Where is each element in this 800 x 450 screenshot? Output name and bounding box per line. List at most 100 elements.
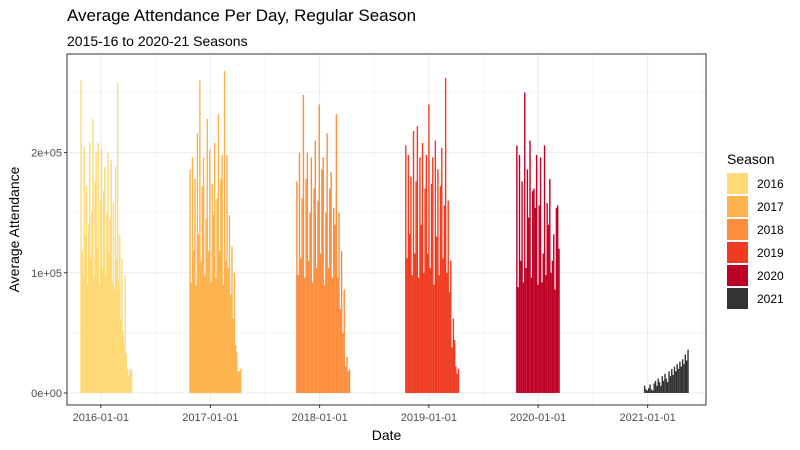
plot-panel [67,54,706,405]
bar-2021 [680,366,682,393]
bar-2018 [297,275,299,393]
bar-2016 [128,368,131,393]
bar-2017 [239,368,242,393]
bar-2016 [93,277,95,393]
bar-2020 [524,92,526,393]
bar-2016 [96,248,98,393]
bar-2018 [329,188,331,393]
bar-2021 [656,385,658,393]
bar-2019 [423,272,425,393]
bar-2021 [664,373,666,393]
legend-label: 2018 [757,223,784,237]
legend-label: 2017 [757,200,784,214]
bar-2016 [120,318,122,393]
bar-2019 [405,145,407,393]
bar-2017 [221,154,223,393]
bar-2017 [193,251,195,393]
bar-2018 [334,224,336,393]
bar-2018 [298,152,301,393]
bar-2019 [453,340,456,393]
bar-2018 [331,277,334,393]
bar-2020 [530,277,533,393]
legend-label: 2020 [757,269,784,283]
bar-2020 [525,267,527,393]
bar-2019 [438,275,440,393]
bar-2019 [415,181,417,393]
bar-2019 [411,275,413,393]
bar-2019 [429,267,431,393]
bar-2020 [554,289,556,393]
bar-2016 [115,258,118,393]
bar-2018 [347,371,349,393]
bar-2019 [446,272,448,393]
bar-2016 [105,275,107,393]
bar-2017 [216,198,218,393]
legend-key-2017 [727,196,748,217]
bar-2018 [315,267,318,393]
bar-2020 [547,224,550,393]
bar-2020 [522,282,525,393]
bar-2019 [435,236,438,393]
bar-2017 [228,215,231,393]
legend-key-2016 [727,173,748,194]
bar-2017 [236,352,238,393]
bar-2016 [116,82,119,393]
bar-2020 [520,260,522,393]
bar-2018 [314,140,316,393]
y-axis-title: Average Attendance [6,166,22,292]
bar-2016 [108,253,110,393]
bar-2017 [218,251,221,393]
bar-2021 [650,389,653,393]
bar-2017 [201,186,204,393]
bar-2017 [210,282,212,393]
bar-2018 [305,179,307,393]
bar-2020 [526,169,529,393]
bar-2019 [455,366,457,393]
legend-key-2020 [727,265,748,286]
bar-2020 [528,217,530,393]
bar-2018 [342,332,344,393]
bar-2019 [408,234,411,393]
bar-2018 [304,277,306,393]
bar-2017 [222,284,225,393]
bar-2016 [129,371,132,393]
bar-2019 [407,154,410,393]
bar-2016 [106,212,108,393]
bar-2016 [91,212,93,393]
bar-2020 [541,282,543,393]
bar-2018 [333,207,335,393]
bar-2020 [533,188,535,393]
bar-2021 [683,364,685,393]
series-2017 [189,70,242,393]
bar-2019 [417,277,420,393]
plot-border [66,53,707,406]
bar-2019 [443,205,446,393]
x-tick-label: 2018-01-01 [291,412,347,424]
bar-2021 [654,380,657,393]
bar-2019 [451,347,453,393]
bar-2016 [124,275,126,393]
bar-2019 [452,318,455,393]
bar-2020 [537,284,539,393]
bar-2020 [543,145,546,393]
bar-2021 [684,354,687,393]
bar-2021 [648,388,650,393]
bar-2016 [122,330,124,393]
series-2018 [296,94,351,393]
bar-2016 [111,282,113,393]
bar-2019 [448,292,451,393]
bar-2016 [121,258,123,393]
bar-2017 [225,260,227,393]
bar-2021 [662,380,665,393]
bar-2016 [113,289,116,393]
bar-2019 [412,130,415,393]
bar-2016 [126,368,129,393]
bar-2019 [406,258,408,393]
bar-2018 [317,200,319,393]
bar-2019 [433,284,435,393]
bar-2019 [444,78,447,393]
bar-2016 [98,284,101,393]
bar-2020 [529,140,531,393]
bar-2021 [645,389,647,393]
bar-2017 [231,246,233,393]
